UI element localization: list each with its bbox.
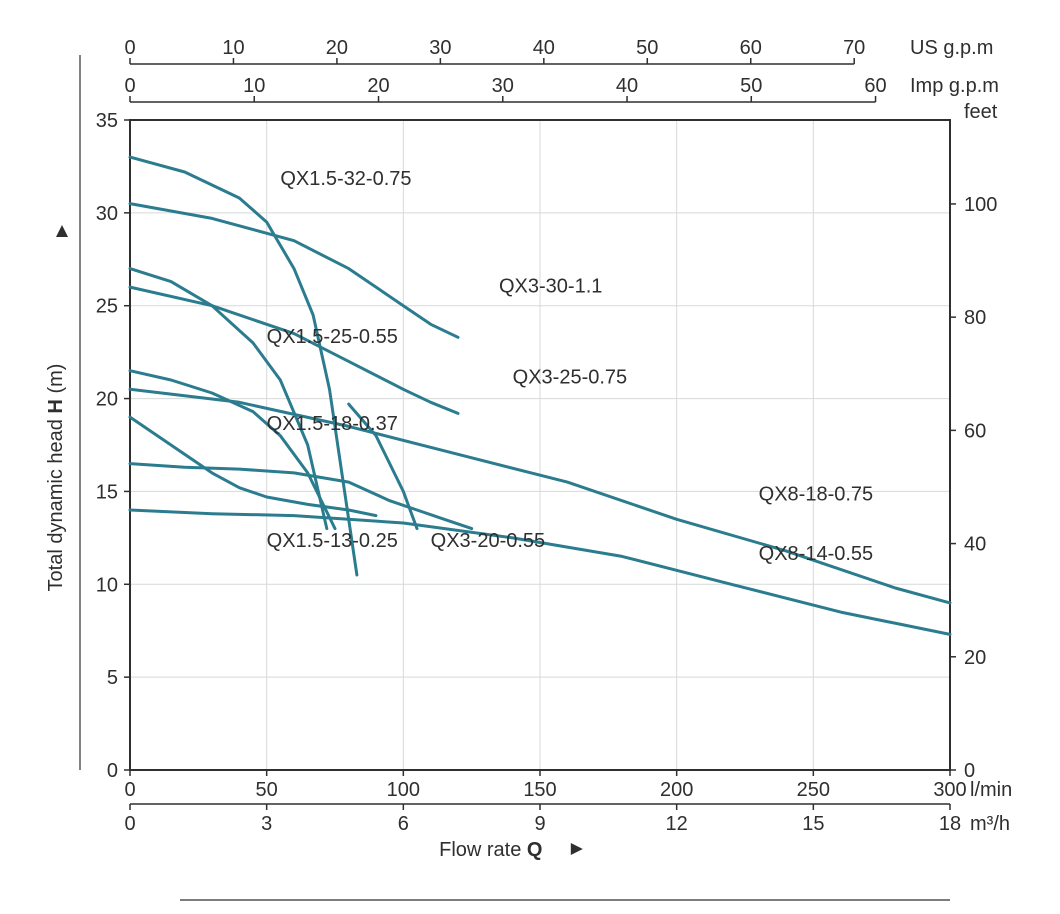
x-axis-usgpm-tick: 40 [533,37,555,59]
x-axis-impgpm-tick: 30 [492,75,514,97]
x-axis-impgpm-tick: 40 [616,75,638,97]
y-tick-label: 15 [96,481,118,503]
x-axis-m3h: 0 3 6 9 12 15 18 m³/h [124,804,1010,835]
x-m3h-tick: 15 [802,813,824,835]
y-tick-label: 5 [107,667,118,689]
chart-svg: QX1.5-32-0.75 QX3-30-1.1 QX1.5-25-0.55 QX3-… [0,0,1060,914]
grid [130,120,950,770]
curve-QX3-20-0.55 [130,464,472,529]
x-lmin-tick: 250 [797,779,830,801]
x-m3h-tick: 18 [939,813,961,835]
x-axis-usgpm-tick: 30 [429,37,451,59]
x-axis-usgpm-tick: 20 [326,37,348,59]
x-m3h-tick: 12 [666,813,688,835]
x-lmin-tick: 150 [523,779,556,801]
x-axis-impgpm-tick: 50 [740,75,762,97]
curve-label: QX8-18-0.75 [759,484,874,506]
x-lmin-unit: l/min [970,779,1012,801]
x-axis-impgpm-tick: 10 [243,75,265,97]
svg-text:Total dynamic head H (m): Total dynamic head H (m) [45,364,67,592]
x-axis-usgpm-tick: 60 [740,37,762,59]
x-m3h-tick: 9 [534,813,545,835]
x-axis-impgpm-tick: 0 [124,75,135,97]
x-axis-usgpm-tick: 70 [843,37,865,59]
y-tick-label: 35 [96,110,118,132]
y-feet-tick-label: 20 [964,647,986,669]
curve-label: QX3-30-1.1 [499,276,602,298]
x-lmin-tick: 0 [124,779,135,801]
curve-label: QX1.5-25-0.55 [267,326,398,348]
y-axis-right-feet: 020406080100feet [950,101,998,782]
y-tick-label: 0 [107,760,118,782]
curve-label: QX3-20-0.55 [431,530,546,552]
x-m3h-tick: 3 [261,813,272,835]
svg-text:Flow rate Q: Flow rate Q [439,839,542,861]
y-feet-tick-label: 60 [964,420,986,442]
x-axis-usgpm-unit: US g.p.m [910,37,993,59]
x-axis-usgpm-tick: 50 [636,37,658,59]
x-m3h-tick: 0 [124,813,135,835]
x-lmin-tick: 50 [256,779,278,801]
arrow-right-icon [571,843,583,855]
pump-curve-chart: { "canvas": { "width": 1060, "height": 9… [0,0,1060,914]
curve-label: QX1.5-18-0.37 [267,413,398,435]
x-axis-usgpm: 0 10 20 30 40 50 60 70 US g.p.m [124,37,993,64]
curve-label: QX8-14-0.55 [759,543,874,565]
y-axis-left: 0 5 10 15 20 25 30 35 [96,110,130,782]
x-lmin-tick: 200 [660,779,693,801]
y-tick-label: 25 [96,296,118,318]
y-feet-unit: feet [964,101,998,123]
curve-label: QX1.5-13-0.25 [267,530,398,552]
x-axis-impgpm-tick: 20 [367,75,389,97]
x-m3h-tick: 6 [398,813,409,835]
y-tick-label: 10 [96,574,118,596]
y-tick-label: 30 [96,203,118,225]
x-axis-impgpm-tick: 60 [864,75,886,97]
x-axis-title: Flow rate Q [439,839,583,861]
y-feet-tick-label: 100 [964,194,997,216]
x-lmin-tick: 300 [933,779,966,801]
x-axis-impgpm: 0 10 20 30 40 50 60 Imp g.p.m [124,75,998,102]
x-axis-usgpm-tick: 10 [222,37,244,59]
y-axis-title: Total dynamic head H (m) [45,225,68,591]
y-feet-tick-label: 80 [964,307,986,329]
x-axis-lmin: 0 50 100 150 200 250 300l/min [124,770,1012,801]
x-axis-impgpm-unit: Imp g.p.m [910,75,999,97]
y-feet-tick-label: 40 [964,534,986,556]
curve-label: QX1.5-32-0.75 [280,168,411,190]
x-m3h-unit: m³/h [970,813,1010,835]
y-tick-label: 20 [96,389,118,411]
arrow-up-icon [56,225,68,237]
curve-label: QX3-25-0.75 [513,367,628,389]
x-axis-usgpm-tick: 0 [124,37,135,59]
x-lmin-tick: 100 [387,779,420,801]
